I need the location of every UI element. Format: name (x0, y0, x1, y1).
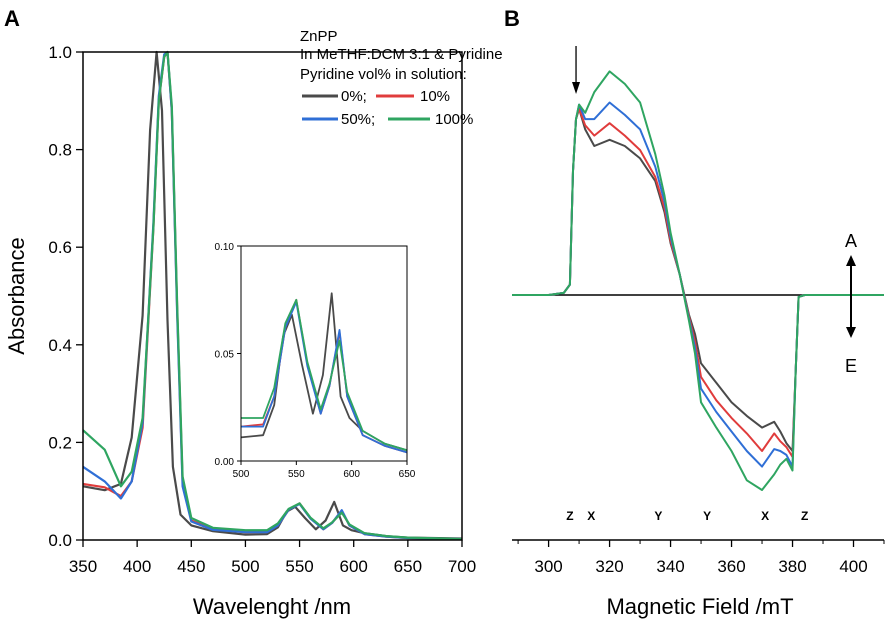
panel-a-absorbance-plot: 350 400 450 500 550 600 650 700 0.0 0.2 0.4 0.6 0.8 1… (4, 28, 503, 619)
a-y-tick-label: 0.2 (48, 433, 72, 452)
emission-label: E (845, 356, 857, 376)
legend: ZnPP In MeTHF:DCM 3:1 & Pyridine Pyridin… (300, 28, 503, 128)
canonical-orientation-label: X (761, 509, 769, 523)
inset-y-tick-label: 0.00 (215, 457, 235, 468)
b-x-tick-label: 340 (656, 557, 684, 576)
a-ticks-group: 350 400 450 500 550 600 650 700 0.0 0.2 0.4 0.6 0.8 1… (48, 43, 476, 576)
a-x-tick-label: 450 (177, 557, 205, 576)
b-series-group (512, 70, 884, 491)
a-x-axis-title: Wavelenght /nm (193, 594, 351, 619)
inset-x-tick-label: 650 (399, 469, 416, 480)
legend-line-1: ZnPP (300, 28, 338, 45)
a-plot-frame (82, 51, 463, 541)
a-x-tick-label: 550 (285, 557, 313, 576)
b-ticks-group: 300 320 340 360 380 400 (517, 540, 885, 576)
inset-background (241, 246, 407, 461)
a-y-tick-label: 0.6 (48, 238, 72, 257)
a-x-tick-label: 700 (448, 557, 476, 576)
legend-line-3: Pyridine vol% in solution: (300, 66, 467, 83)
absorption-emission-arrow: A E (845, 231, 857, 376)
inset-series-50pct (241, 300, 408, 454)
a-x-tick-label: 500 (231, 557, 259, 576)
inset-series-group (240, 292, 408, 454)
a-series-0pct (82, 50, 463, 540)
legend-entry-0: 0%; (341, 88, 367, 105)
a-y-tick-label: 0.8 (48, 141, 72, 160)
canonical-orientation-label: Z (801, 509, 808, 523)
a-x-tick-label: 650 (394, 557, 422, 576)
inset-plot: 500 550 600 650 0.00 0.05 0.10 (215, 242, 416, 480)
a-x-tick-label: 350 (69, 557, 97, 576)
b-series-50pct (512, 101, 884, 468)
absorption-label: A (845, 231, 857, 251)
down-arrow-marker (572, 46, 581, 94)
b-x-tick-label: 320 (595, 557, 623, 576)
inset-x-tick-label: 550 (288, 469, 305, 480)
legend-entry-3: 100% (435, 111, 473, 128)
a-series-group (82, 50, 463, 541)
a-y-tick-label: 1.0 (48, 43, 72, 62)
canonical-orientation-label: Y (654, 509, 662, 523)
inset-y-tick-label: 0.10 (215, 242, 235, 253)
canonical-orientation-label: X (587, 509, 595, 523)
a-y-tick-label: 0.0 (48, 531, 72, 550)
inset-ticks-group: 500 550 600 650 0.00 0.05 0.10 (215, 242, 416, 480)
b-x-tick-label: 400 (839, 557, 867, 576)
legend-entry-2: 50%; (341, 111, 375, 128)
inset-y-tick-label: 0.05 (215, 350, 235, 361)
panel-b-label: B (504, 6, 520, 31)
b-x-tick-label: 300 (534, 557, 562, 576)
inset-series-100pct (241, 298, 408, 452)
a-x-tick-label: 400 (123, 557, 151, 576)
canonical-orientation-label: Y (703, 509, 711, 523)
panel-a-label: A (4, 6, 20, 31)
b-series-100pct (512, 70, 884, 491)
inset-x-tick-label: 600 (343, 469, 360, 480)
b-x-tick-label: 380 (778, 557, 806, 576)
legend-entry-1: 10% (420, 88, 450, 105)
b-x-axis-title: Magnetic Field /mT (606, 594, 793, 619)
b-series-0pct (512, 107, 884, 452)
canonical-orientation-label: Z (566, 509, 573, 523)
a-series-100pct (82, 50, 463, 541)
legend-line-2: In MeTHF:DCM 3:1 & Pyridine (300, 46, 503, 63)
a-x-tick-label: 600 (340, 557, 368, 576)
a-y-tick-label: 0.4 (48, 336, 72, 355)
inset-x-tick-label: 500 (233, 469, 250, 480)
b-series-10pct (512, 107, 884, 458)
a-y-axis-title: Absorbance (4, 237, 29, 354)
b-x-tick-label: 360 (717, 557, 745, 576)
